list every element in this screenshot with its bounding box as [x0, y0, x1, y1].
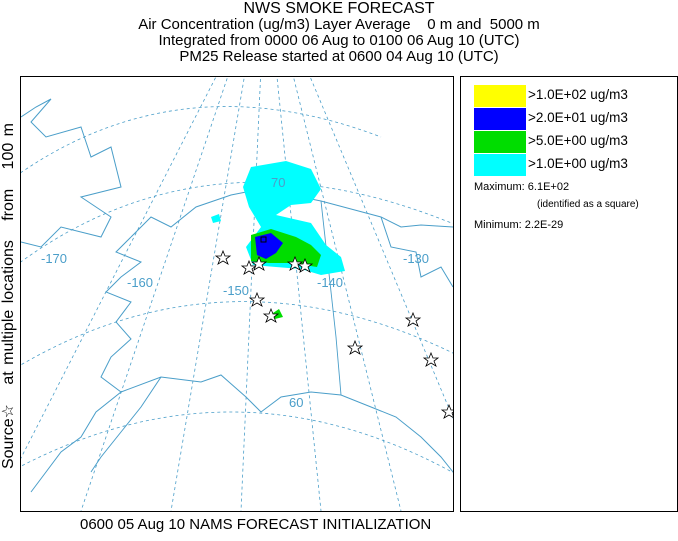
longitude-lines — [21, 77, 453, 511]
integration-period: Integrated from 0000 06 Aug to 0100 06 A… — [158, 32, 520, 49]
legend-item: >5.0E+00 ug/m3 — [474, 131, 664, 153]
plume-cyan-east — [211, 214, 221, 223]
concentration-subtitle: Air Concentration (ug/m3) Layer Average … — [138, 16, 540, 33]
lon-label: -150 — [223, 283, 249, 298]
lon-label: -170 — [41, 251, 67, 266]
legend-swatch-green — [474, 131, 526, 153]
legend-item: >1.0E+02 ug/m3 — [474, 85, 664, 107]
canada-border — [320, 200, 342, 396]
meridian-140 — [276, 77, 322, 511]
star-icon — [296, 257, 314, 273]
lat-line-50 — [21, 411, 453, 474]
legend-item: >2.0E+01 ug/m3 — [474, 108, 664, 130]
latitude-lines — [21, 106, 453, 474]
star-icon — [248, 291, 266, 307]
alaska-map: -170 -160 -150 -140 -130 70 60 — [21, 77, 453, 511]
minimum-value: Minimum: 2.2E-29 — [474, 219, 564, 231]
source-markers — [214, 249, 453, 419]
meridian-180 — [21, 77, 217, 459]
maximum-note: (identified as a square) — [537, 199, 639, 210]
canada-coast — [380, 216, 453, 288]
smoke-plume — [211, 161, 345, 319]
lat-label: 70 — [271, 175, 285, 190]
map-panel[interactable]: -170 -160 -150 -140 -130 70 60 — [20, 76, 454, 512]
meridian-150 — [240, 77, 261, 511]
lat-line-80 — [21, 106, 382, 174]
lon-label: -160 — [127, 275, 153, 290]
star-icon — [286, 255, 304, 271]
title-block: NWS SMOKE FORECAST Air Concentration (ug… — [0, 0, 678, 65]
plume-blue — [255, 233, 283, 259]
maximum-value: Maximum: 6.1E+02 — [474, 181, 570, 193]
release-start: PM25 Release started at 0600 04 Aug 10 (… — [179, 48, 499, 65]
legend-label: >5.0E+00 ug/m3 — [528, 133, 628, 148]
meridian-170 — [80, 77, 229, 511]
legend-swatch-cyan — [474, 154, 526, 176]
lat-line-70 — [21, 181, 453, 263]
star-icon — [422, 351, 440, 367]
map-title: NWS SMOKE FORECAST — [243, 0, 435, 17]
legend-panel: >1.0E+02 ug/m3 >2.0E+01 ug/m3 >5.0E+00 u… — [460, 76, 678, 512]
legend-label: >1.0E+02 ug/m3 — [528, 87, 628, 102]
legend-label: >2.0E+01 ug/m3 — [528, 110, 628, 125]
alaska-peninsula — [90, 376, 162, 473]
siberia-coast — [21, 98, 122, 248]
source-side-label: Source☆ at multiple locations from 100 m — [0, 122, 17, 470]
meridian-120 — [309, 77, 453, 419]
star-icon — [240, 259, 258, 275]
star-icon — [214, 249, 232, 265]
lat-label: 60 — [289, 395, 303, 410]
meridian-130 — [293, 77, 402, 511]
forecast-initialization: 0600 05 Aug 10 NAMS FORECAST INITIALIZAT… — [80, 516, 432, 533]
legend-swatch-yellow — [474, 85, 526, 107]
legend-swatch-blue — [474, 108, 526, 130]
lat-line-60 — [21, 301, 453, 366]
star-icon — [250, 255, 268, 271]
legend-label: >1.0E+00 ug/m3 — [528, 156, 628, 171]
star-icon — [404, 311, 422, 327]
graticule-labels: -170 -160 -150 -140 -130 70 60 — [41, 175, 429, 410]
lon-label: -140 — [317, 275, 343, 290]
star-icon — [262, 307, 280, 323]
alaska-south-coast — [120, 374, 453, 473]
max-square-icon — [260, 236, 267, 243]
lon-label: -130 — [403, 251, 429, 266]
alaska-west-coast — [30, 236, 143, 493]
star-icon — [346, 339, 364, 355]
legend-item: >1.0E+00 ug/m3 — [474, 154, 664, 176]
star-icon — [440, 403, 453, 419]
